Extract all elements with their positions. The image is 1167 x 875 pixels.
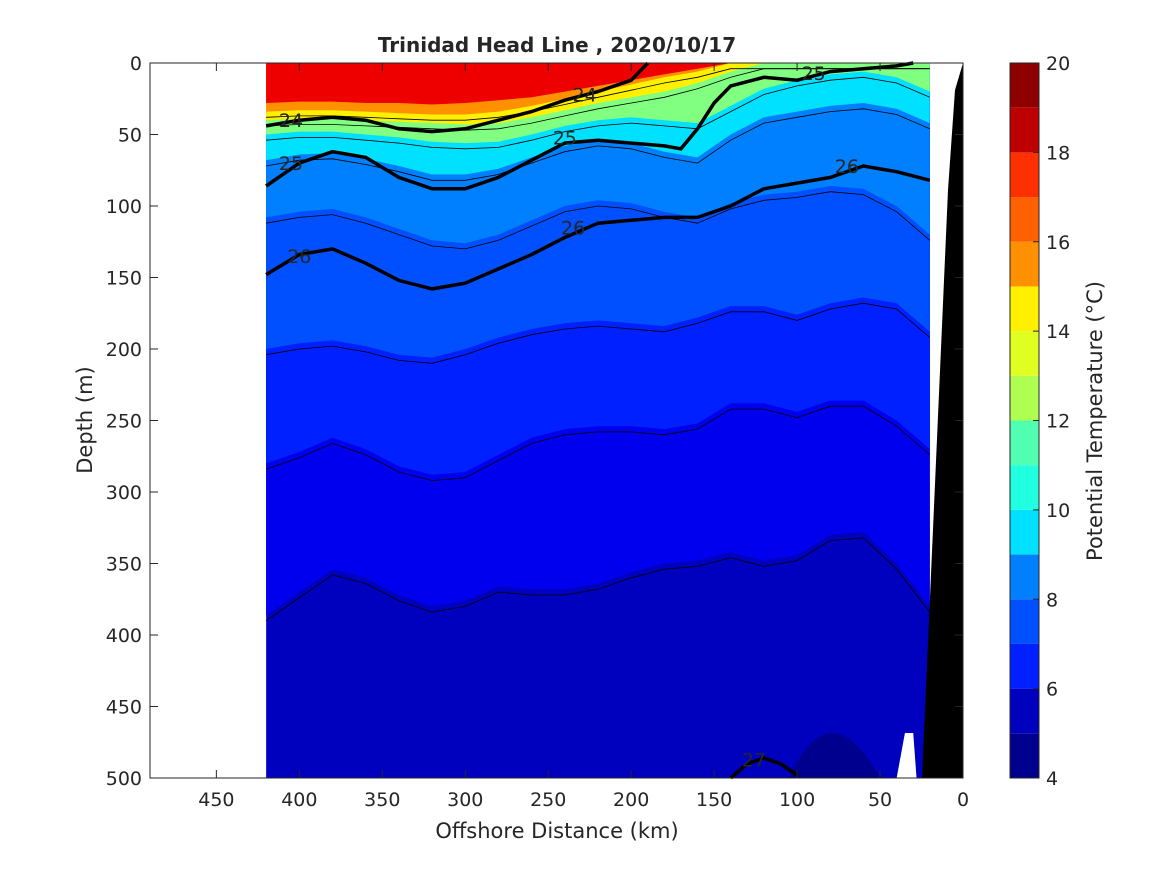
colorbar-tick-label: 12: [1046, 411, 1070, 433]
colorbar-segment: [1010, 420, 1039, 466]
colorbar-segment: [1010, 331, 1039, 376]
contour-24: [265, 61, 650, 134]
colorbar-segment: [1010, 688, 1039, 734]
colorbar-segment: [1010, 375, 1039, 421]
density-contours: [265, 61, 931, 780]
plot-area: 24 24 25 25 25 26 26 26 27: [149, 61, 964, 780]
colorbar-segment: [1010, 152, 1039, 198]
colorbar-segment: [1010, 554, 1039, 600]
y-tick-label: 250: [106, 411, 142, 433]
colorbar-segment: [1010, 63, 1039, 108]
colorbar-tick-label: 18: [1046, 142, 1070, 164]
x-tick-label: 100: [779, 789, 815, 811]
contour-label: 24: [279, 110, 303, 132]
thin-contour-line: [266, 191, 931, 250]
x-tick-label: 50: [868, 789, 892, 811]
x-tick-label: 300: [447, 789, 483, 811]
thin-contour-line: [266, 76, 930, 150]
x-tick-label: 450: [198, 789, 234, 811]
contour-label: 26: [835, 156, 859, 178]
colorbar-segment: [1010, 733, 1039, 778]
temp-band-18-19: [266, 63, 930, 105]
contour-27: [729, 756, 799, 780]
temperature-fill-bands: [266, 63, 930, 778]
colorbar-tick-label: 4: [1046, 768, 1058, 790]
x-axis-label: Offshore Distance (km): [435, 819, 678, 843]
contour-label: 25: [553, 127, 577, 149]
y-tick-label: 400: [106, 625, 142, 647]
density-contour-labels: 24 24 25 25 25 26 26 26 27: [279, 63, 859, 771]
colorbar-tick-label: 14: [1046, 321, 1070, 343]
no-data-mask: [896, 733, 917, 778]
colorbar-segment: [1010, 107, 1039, 153]
y-tick-label: 50: [118, 125, 142, 147]
x-tick-label: 350: [364, 789, 400, 811]
contour-25: [265, 61, 914, 191]
colorbar-tick-label: 6: [1046, 679, 1058, 701]
colorbar-tick-label: 8: [1046, 589, 1058, 611]
colorbar-tick-label: 20: [1046, 53, 1070, 75]
colorbar-segment: [1010, 465, 1039, 510]
contour-label: 26: [561, 217, 585, 239]
colorbar-label: Potential Temperature (°C): [1083, 281, 1107, 561]
y-tick-label: 0: [130, 53, 142, 75]
colorbar-segment: [1010, 509, 1039, 555]
y-tick-label: 100: [106, 196, 142, 218]
colorbar: 4 6 8 10 12 14 16 18 20: [1009, 53, 1070, 790]
y-tick-label: 450: [106, 697, 142, 719]
y-axis-label: Depth (m): [73, 366, 97, 473]
x-tick-label: 0: [957, 789, 969, 811]
colorbar-segment: [1010, 286, 1039, 332]
temp-band-4-5: [788, 733, 881, 778]
x-tick-label: 250: [530, 789, 566, 811]
x-tick-label: 400: [281, 789, 317, 811]
contour-label: 24: [573, 84, 597, 106]
colorbar-tick-label: 16: [1046, 232, 1070, 254]
colorbar-tick-label: 10: [1046, 500, 1070, 522]
thin-contour-line: [266, 108, 930, 181]
y-tick-label: 150: [106, 268, 142, 290]
thin-contour-line: [266, 68, 930, 121]
contour-label: 25: [802, 63, 826, 85]
contour-26: [265, 164, 931, 291]
bathymetry-shelf: [922, 63, 963, 778]
x-tick-label: 200: [613, 789, 649, 811]
y-tick-label: 300: [106, 482, 142, 504]
contour-label: 25: [279, 153, 303, 175]
y-tick-label: 350: [106, 554, 142, 576]
x-tick-label: 150: [696, 789, 732, 811]
y-tick-label: 200: [106, 339, 142, 361]
chart-title: Trinidad Head Line , 2020/10/17: [378, 33, 736, 57]
thin-contour-line: [265, 405, 931, 482]
x-axis: 450 400 350 300 250 200 150 100 50 0: [198, 63, 969, 811]
colorbar-segment: [1010, 599, 1039, 644]
colorbar-segment: [1010, 241, 1039, 287]
colorbar-segment: [1010, 197, 1039, 242]
thin-contour-line: [266, 302, 931, 364]
y-axis: 0 50 100 150 200 250 300 350 400 450 500: [106, 53, 963, 790]
thin-contour-line: [265, 537, 931, 622]
y-tick-label: 500: [106, 768, 142, 790]
contour-label: 27: [742, 749, 766, 771]
contour-label: 26: [287, 246, 311, 268]
colorbar-segment: [1010, 643, 1039, 689]
